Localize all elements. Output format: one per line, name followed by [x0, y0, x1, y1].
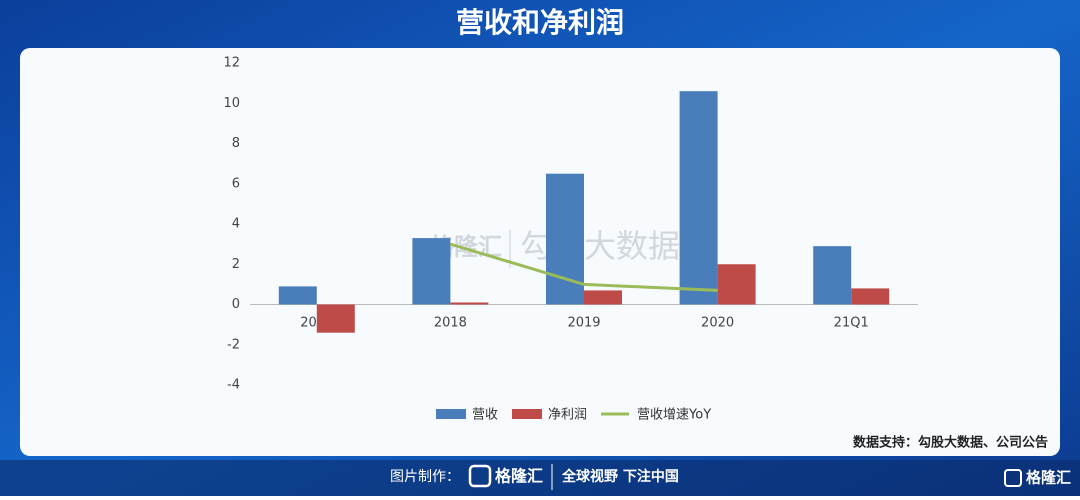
plot: -4-2024681012201720182019202021Q1营收净利润营收…	[223, 56, 918, 423]
watermark-text: 勾股大数据	[520, 227, 680, 265]
logo-icon	[468, 464, 492, 488]
y-tick-label: 12	[223, 56, 240, 71]
bar	[450, 302, 489, 305]
footer-bar	[0, 460, 1080, 496]
bar	[717, 264, 756, 305]
x-tick-label: 2018	[434, 316, 467, 331]
bar	[679, 91, 718, 305]
y-tick-label: -4	[227, 378, 240, 393]
legend-label: 营收	[472, 408, 498, 423]
corner-brand: 格隆汇	[1026, 469, 1071, 487]
y-tick-label: 2	[232, 257, 240, 272]
page-title: 营收和净利润	[456, 6, 624, 39]
x-tick-label: 2019	[567, 316, 600, 331]
bar	[813, 246, 852, 305]
bar	[278, 286, 317, 305]
made-by: 图片制作：	[390, 469, 460, 485]
legend-label: 净利润	[548, 408, 587, 423]
panel	[20, 48, 1060, 456]
y-tick-label: 4	[232, 217, 240, 232]
x-tick-label: 2020	[701, 316, 734, 331]
y-tick-label: 0	[232, 297, 240, 312]
footer-brand: 格隆汇	[495, 467, 543, 486]
bar	[546, 173, 584, 305]
y-tick-label: 6	[232, 176, 240, 191]
y-tick-label: 8	[232, 136, 240, 151]
legend-swatch	[512, 409, 543, 419]
legend-swatch	[436, 409, 466, 419]
y-tick-label: -2	[227, 337, 240, 352]
legend-label: 营收增速YoY	[637, 408, 711, 423]
x-tick-label: 21Q1	[834, 316, 869, 331]
bar	[851, 288, 890, 305]
line	[449, 242, 718, 292]
slogan: 全球视野 下注中国	[561, 468, 679, 485]
bar	[412, 238, 451, 305]
y-tick-label: 10	[223, 96, 240, 111]
bar	[584, 290, 622, 305]
bar	[316, 304, 355, 333]
source: 数据支持：勾股大数据、公司公告	[853, 435, 1048, 451]
corner-logo-icon	[1004, 469, 1022, 487]
